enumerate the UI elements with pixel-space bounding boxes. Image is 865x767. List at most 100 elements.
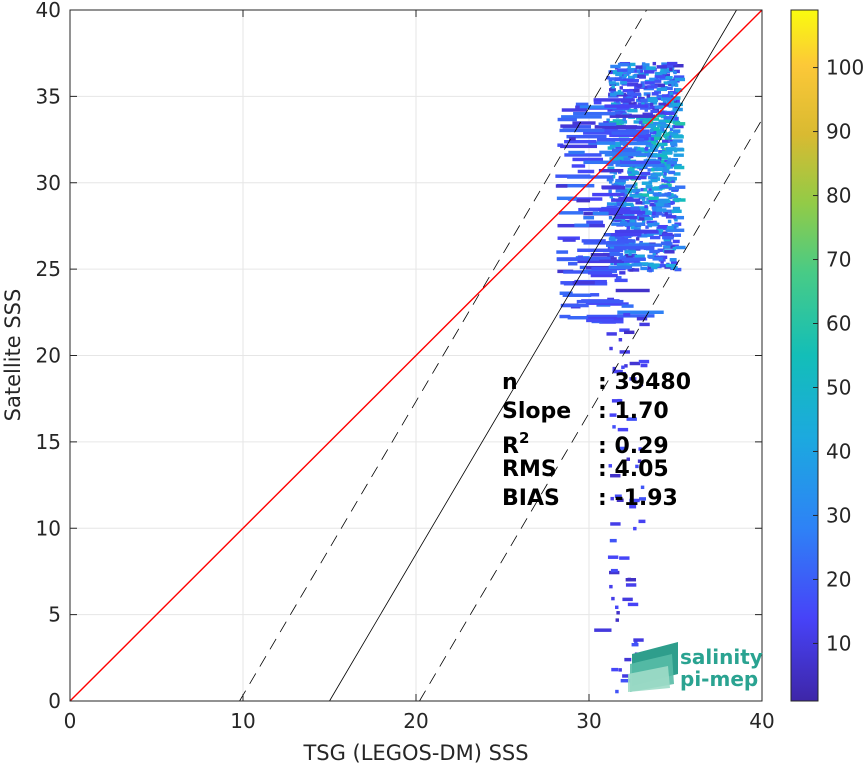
density-streak [576,198,591,203]
density-cell [641,208,649,212]
density-cell [616,202,624,206]
density-streak [602,252,624,257]
density-cell [648,117,660,121]
density-cell-sparse [620,678,632,683]
density-cell [665,263,676,268]
density-cell [667,91,679,95]
density-cell [650,101,658,105]
density-cell-sparse [617,427,629,432]
density-cell-sparse [608,464,613,468]
density-cell-sparse [625,578,637,582]
density-cell [608,189,612,194]
density-cell [658,102,669,107]
density-streak [591,256,611,261]
density-streak [590,253,610,257]
density-cell [651,92,659,96]
density-streak [575,102,589,107]
density-cell [656,159,668,164]
density-streak [556,250,569,254]
density-cell [649,202,657,207]
density-cell [607,146,615,150]
density-cell [673,228,685,233]
density-cell [651,168,655,172]
density-cell [646,153,658,157]
density-cell [657,142,668,147]
density-cell [661,151,673,155]
density-cell [648,199,659,203]
density-streak [569,137,576,141]
stat-value: : 39480 [598,370,691,395]
density-cell-sparse [619,328,630,332]
density-streak [578,207,599,212]
density-cell [647,254,655,259]
density-cell [625,190,632,194]
density-cell [673,172,681,176]
density-cell [611,85,615,89]
density-streak [583,131,629,135]
density-cell [667,157,672,161]
density-cell [660,105,664,109]
density-cell [666,160,677,165]
density-cell [629,250,637,254]
density-cell [672,139,683,143]
density-cell-sparse [609,413,617,417]
density-streak [574,223,590,228]
density-cell [634,85,638,90]
density-cell [652,211,656,216]
density-cell [654,72,662,76]
density-cell [657,263,669,268]
colorbar-tick-label: 60 [826,312,851,336]
density-cell [635,201,643,205]
density-cell [657,200,668,204]
density-cell [657,248,665,252]
y-tick-label: 10 [36,516,61,540]
density-cell-sparse [624,364,628,368]
stat-value: : 0.29 [598,434,669,459]
density-streak [603,232,618,237]
density-cell [654,83,662,87]
density-cell [613,70,624,75]
density-cell-sparse [637,459,642,463]
density-cell [650,109,658,114]
density-cell [669,91,674,96]
density-streak [592,192,625,197]
logo-text-salinity: salinity [680,645,763,669]
density-cell [671,157,679,162]
density-cell-sparse [638,359,650,364]
density-cell [652,257,663,261]
density-cell [606,118,610,122]
density-streak [587,271,613,275]
density-streak [567,315,590,320]
density-cell [653,221,658,226]
density-cell [675,88,683,92]
density-cell-sparse [626,417,637,421]
density-cell [645,144,650,148]
density-streak [619,271,626,275]
density-cell [653,193,661,197]
density-cell [634,186,638,190]
density-streak [583,160,621,165]
density-cell-sparse [612,425,616,429]
density-cell [667,147,678,151]
density-cell-sparse [623,313,631,317]
density-cell [631,219,636,224]
density-cell [674,122,686,126]
density-cell-sparse [633,526,637,531]
density-cell-sparse [611,399,623,403]
density-cell [633,147,644,151]
density-streak [559,128,605,133]
density-cell [607,245,612,249]
density-streak [556,196,578,201]
density-cell [649,77,657,82]
density-cell [656,94,664,99]
y-tick-label: 20 [36,344,61,368]
density-cell [650,265,658,270]
density-streak [581,239,606,243]
density-cell [654,79,662,83]
density-cell [651,174,659,178]
density-cell-sparse [638,519,646,524]
density-cell [667,61,678,66]
density-cell [640,81,645,85]
density-streak [602,128,618,132]
density-cell [611,183,619,188]
